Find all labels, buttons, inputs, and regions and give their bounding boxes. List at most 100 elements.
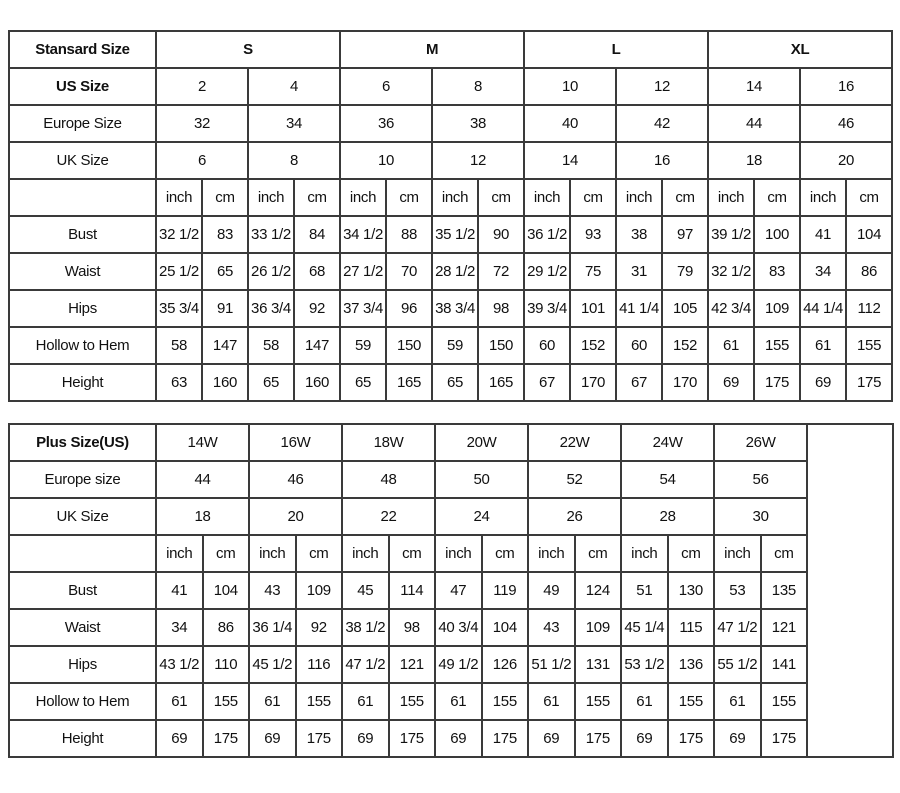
measurement-value: 38 1/2 xyxy=(341,608,390,647)
measurement-value: 53 xyxy=(713,571,762,610)
row-label: Europe Size xyxy=(8,104,157,143)
measurement-value: 79 xyxy=(661,252,710,291)
units-label-empty xyxy=(8,178,157,217)
measurement-value: 39 3/4 xyxy=(523,289,572,328)
size-header: 22W xyxy=(527,423,623,462)
size-value: 46 xyxy=(799,104,894,143)
measurement-value: 110 xyxy=(201,645,251,684)
measurement-value: 38 xyxy=(615,215,664,254)
measurement-value: 26 1/2 xyxy=(247,252,295,291)
measurement-value: 70 xyxy=(385,252,434,291)
measurement-value: 40 3/4 xyxy=(434,608,483,647)
measurement-value: 27 1/2 xyxy=(339,252,388,291)
measurement-value: 97 xyxy=(661,215,710,254)
unit-header: cm xyxy=(480,534,530,573)
measurement-value: 175 xyxy=(387,719,437,758)
measurement-value: 126 xyxy=(480,645,530,684)
measurement-label: Hollow to Hem xyxy=(8,326,157,365)
measurement-value: 170 xyxy=(661,363,710,402)
size-conversion-row: Europe Size 32 34 36 38 40 42 44 46 xyxy=(8,104,894,143)
measurement-row: Hollow to Hem 58 147 58 147 59 150 59 150 60 152 60… xyxy=(8,326,894,365)
measurement-value: 160 xyxy=(292,363,342,402)
size-header: 16W xyxy=(248,423,344,462)
measurement-value: 115 xyxy=(666,608,716,647)
measurement-value: 60 xyxy=(523,326,572,365)
measurement-row: Hollow to Hem 61 155 61 155 61 155 61 155 61 155 61… xyxy=(8,682,893,721)
unit-header: inch xyxy=(527,534,576,573)
size-header: 14W xyxy=(154,423,251,462)
measurement-row: Height 63 160 65 160 65 165 65 165 67 170 67 170 69 17… xyxy=(8,363,894,402)
size-value: 12 xyxy=(431,141,526,180)
measurement-value: 141 xyxy=(759,645,809,684)
measurement-value: 32 1/2 xyxy=(155,215,203,254)
measurement-label: Waist xyxy=(8,608,157,647)
measurement-value: 61 xyxy=(434,682,483,721)
measurement-value: 155 xyxy=(480,682,530,721)
measurement-value: 51 xyxy=(620,571,669,610)
measurement-value: 136 xyxy=(666,645,716,684)
unit-header: inch xyxy=(707,178,756,217)
measurement-value: 116 xyxy=(294,645,344,684)
size-header: XL xyxy=(707,30,894,69)
measurement-value: 90 xyxy=(477,215,526,254)
size-header: S xyxy=(154,30,342,69)
measurement-value: 61 xyxy=(248,682,297,721)
size-header: 20W xyxy=(434,423,530,462)
size-conversion-row: Europe size 44 46 48 50 52 54 56 xyxy=(8,460,893,499)
measurement-value: 69 xyxy=(799,363,848,402)
unit-header: cm xyxy=(759,534,809,573)
measurement-value: 101 xyxy=(569,289,618,328)
standard-size-body: Stansard Size S M L XL US Size 2 4 6 8 10 12 14 16 Eur… xyxy=(8,30,894,402)
measurement-value: 63 xyxy=(155,363,203,402)
measurement-value: 155 xyxy=(294,682,344,721)
size-value: 56 xyxy=(713,460,809,499)
measurement-value: 112 xyxy=(845,289,894,328)
measurement-value: 155 xyxy=(201,682,251,721)
unit-header: cm xyxy=(666,534,716,573)
unit-header: cm xyxy=(569,178,618,217)
size-conversion-row: UK Size 6 8 10 12 14 16 18 20 xyxy=(8,141,894,180)
measurement-value: 109 xyxy=(294,571,344,610)
measurement-value: 150 xyxy=(385,326,434,365)
measurement-value: 65 xyxy=(339,363,388,402)
size-value: 54 xyxy=(620,460,716,499)
measurement-value: 165 xyxy=(385,363,434,402)
measurement-value: 92 xyxy=(292,289,342,328)
measurement-value: 91 xyxy=(201,289,249,328)
size-value: 12 xyxy=(615,67,710,106)
measurement-label: Hips xyxy=(8,645,157,684)
unit-header: cm xyxy=(845,178,894,217)
measurement-value: 69 xyxy=(155,719,204,758)
size-value: 18 xyxy=(154,497,251,536)
header-row: Stansard Size S M L XL xyxy=(8,30,894,69)
size-header: 24W xyxy=(620,423,716,462)
size-value: 26 xyxy=(527,497,623,536)
size-value: 52 xyxy=(527,460,623,499)
measurement-value: 98 xyxy=(387,608,437,647)
measurement-value: 175 xyxy=(759,719,809,758)
size-value: 46 xyxy=(248,460,344,499)
measurement-value: 35 1/2 xyxy=(431,215,480,254)
measurement-value: 38 3/4 xyxy=(431,289,480,328)
size-value: 16 xyxy=(615,141,710,180)
unit-header: cm xyxy=(201,178,249,217)
unit-header: inch xyxy=(523,178,572,217)
measurement-value: 35 3/4 xyxy=(155,289,203,328)
measurement-value: 121 xyxy=(387,645,437,684)
measurement-value: 43 xyxy=(527,608,576,647)
measurement-value: 65 xyxy=(247,363,295,402)
measurement-value: 175 xyxy=(845,363,894,402)
unit-header: inch xyxy=(247,178,295,217)
measurement-value: 104 xyxy=(845,215,894,254)
measurement-value: 28 1/2 xyxy=(431,252,480,291)
unit-header: inch xyxy=(155,178,203,217)
measurement-value: 45 xyxy=(341,571,390,610)
measurement-value: 47 1/2 xyxy=(341,645,390,684)
measurement-label: Bust xyxy=(8,571,157,610)
size-value: 48 xyxy=(341,460,437,499)
size-value: 42 xyxy=(615,104,710,143)
empty-column xyxy=(806,423,895,758)
measurement-value: 104 xyxy=(480,608,530,647)
measurement-value: 67 xyxy=(615,363,664,402)
measurement-value: 165 xyxy=(477,363,526,402)
